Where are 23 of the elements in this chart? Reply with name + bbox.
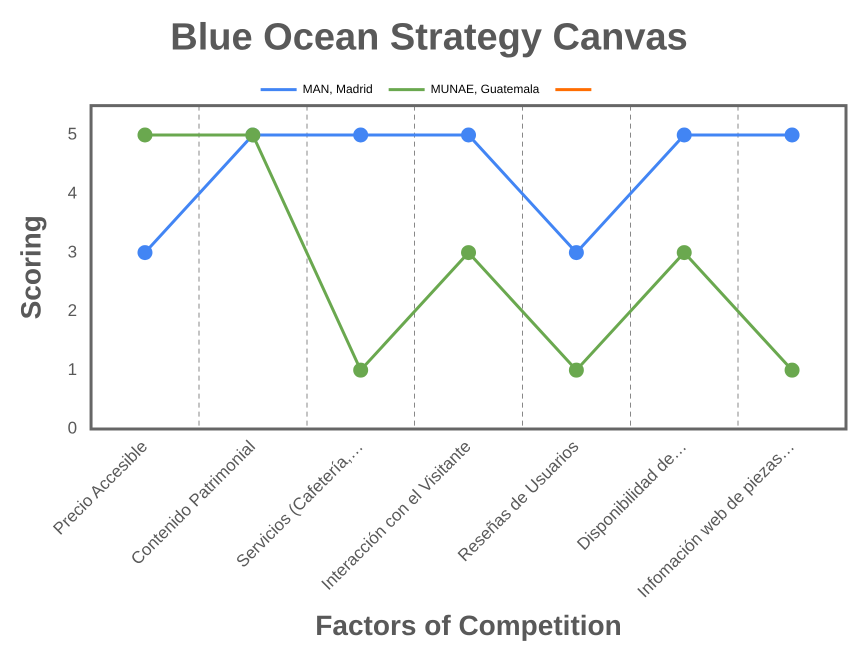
x-axis-title: Factors of Competition (315, 610, 622, 641)
point (784, 127, 800, 142)
y-tick-label: 5 (68, 124, 78, 144)
point (568, 245, 584, 260)
point (676, 127, 692, 142)
legend-label: MUNAE, Guatemala (430, 82, 540, 96)
y-tick-label: 4 (68, 183, 78, 202)
point (353, 127, 368, 142)
y-tick-label: 3 (68, 242, 78, 262)
point (461, 127, 476, 142)
point (568, 362, 584, 378)
y-tick-label: 1 (68, 360, 78, 379)
point (676, 245, 692, 260)
point (137, 127, 152, 142)
chart-title: Blue Ocean Strategy Canvas (170, 16, 688, 58)
point (353, 362, 368, 378)
point (784, 362, 800, 378)
y-tick-label: 2 (68, 301, 78, 320)
y-axis-title: Scoring (16, 215, 47, 320)
point (461, 245, 476, 260)
legend-label: MAN, Madrid (302, 82, 373, 96)
point (137, 245, 152, 260)
y-tick-label: 0 (68, 418, 78, 438)
